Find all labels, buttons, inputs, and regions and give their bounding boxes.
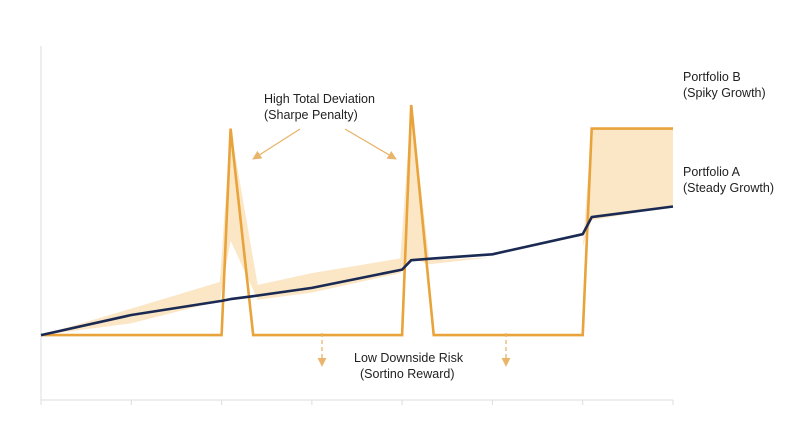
legend-portfolio-a-desc: (Steady Growth) xyxy=(683,181,774,195)
annotation-low-downside-line1: Low Downside Risk xyxy=(354,351,464,365)
legend-portfolio-b-desc: (Spiky Growth) xyxy=(683,86,766,100)
deviation-band xyxy=(41,105,673,336)
portfolio-b-line xyxy=(41,104,673,337)
portfolio-a-line xyxy=(40,205,674,337)
legend: Portfolio B (Spiky Growth) Portfolio A (… xyxy=(683,70,774,195)
legend-portfolio-a-name: Portfolio A xyxy=(683,165,741,179)
annotation-high-deviation-line2: (Sharpe Penalty) xyxy=(264,108,358,122)
annotations: High Total Deviation (Sharpe Penalty) Lo… xyxy=(252,92,511,381)
annotation-high-deviation-line1: High Total Deviation xyxy=(264,92,375,106)
legend-portfolio-b-name: Portfolio B xyxy=(683,70,741,84)
x-ticks xyxy=(40,400,674,405)
annotation-low-downside-line2: (Sortino Reward) xyxy=(360,367,454,381)
annotation-arrow-left xyxy=(252,128,301,160)
annotation-arrow-right xyxy=(344,128,397,160)
axes xyxy=(40,46,674,405)
